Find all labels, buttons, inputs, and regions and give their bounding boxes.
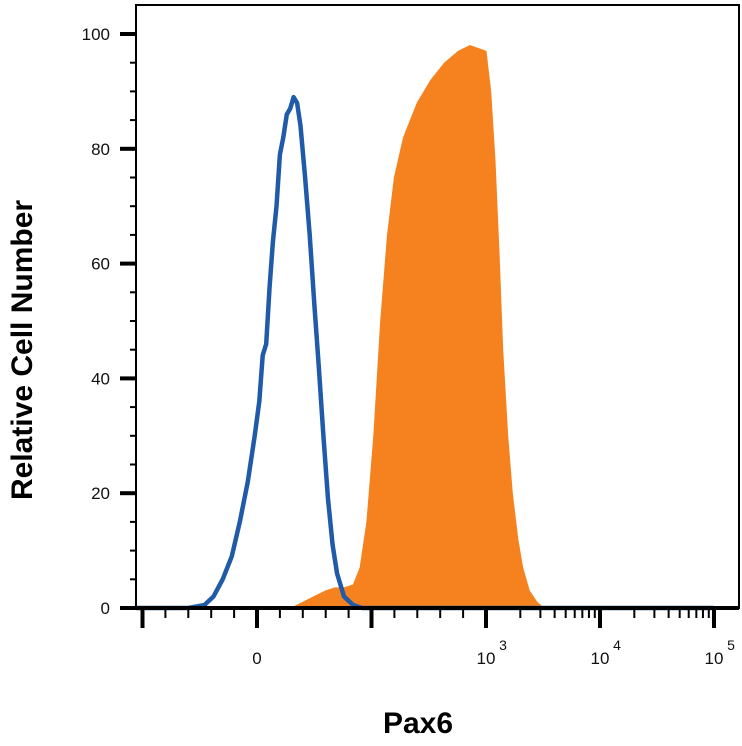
x-tick-label: 10 xyxy=(477,649,496,668)
y-tick-label: 100 xyxy=(82,25,110,44)
x-tick-exponent: 3 xyxy=(499,637,507,653)
y-tick-label: 80 xyxy=(91,140,110,159)
x-tick-label: 0 xyxy=(252,649,261,668)
x-tick-exponent: 5 xyxy=(727,637,735,653)
series-filled-0 xyxy=(136,44,714,609)
x-axis-title: Pax6 xyxy=(383,707,453,740)
x-tick-label: 10 xyxy=(591,649,610,668)
y-tick-label: 0 xyxy=(101,599,110,618)
y-axis: 0 20 40 60 80 100 xyxy=(82,25,136,618)
x-tick-exponent: 4 xyxy=(613,637,621,653)
x-tick-label: 10 xyxy=(705,649,724,668)
series-layer xyxy=(136,44,714,611)
y-tick-label: 60 xyxy=(91,255,110,274)
series-line-1 xyxy=(136,94,714,611)
y-axis-title: Relative Cell Number xyxy=(6,200,39,500)
y-tick-label: 20 xyxy=(91,484,110,503)
y-tick-label: 40 xyxy=(91,369,110,388)
